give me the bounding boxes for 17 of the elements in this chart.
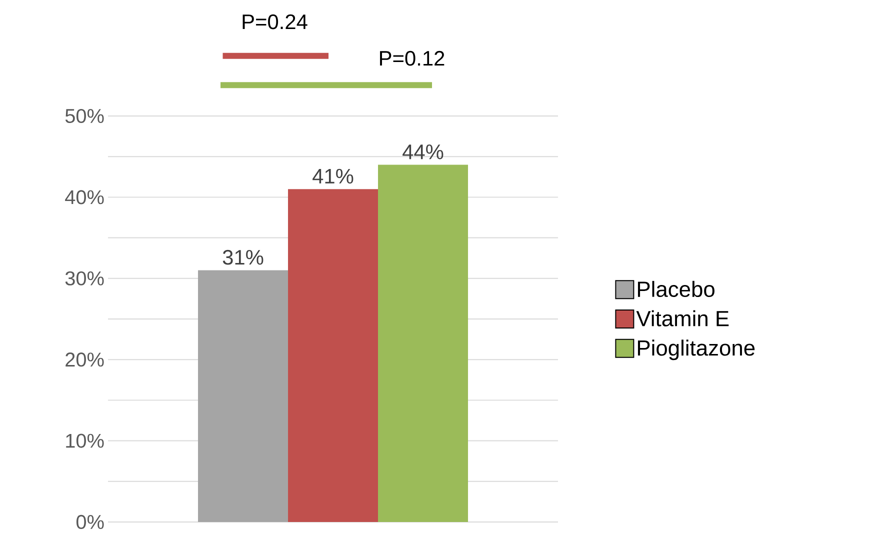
- text: P=0.12: [380, 50, 444, 66]
- data-label: 44%: [402, 144, 444, 160]
- bar: [378, 164, 468, 522]
- bar: [288, 189, 378, 522]
- y-tick-label: 40%: [65, 190, 104, 204]
- legend-label: Placebo: [638, 280, 714, 298]
- bar: [198, 270, 288, 522]
- y-tick-label: 0%: [76, 514, 104, 530]
- y-tick-label: 10%: [66, 434, 104, 448]
- y-tick-label: 30%: [65, 271, 104, 286]
- text: P=0.24: [242, 14, 308, 30]
- data-label: 31%: [222, 250, 264, 265]
- legend-label: Pioglitazone: [638, 340, 755, 360]
- y-tick-label: 50%: [65, 108, 104, 124]
- legend-label: Vitamin E: [636, 310, 729, 326]
- data-label: 41%: [312, 168, 354, 184]
- y-tick-label: 20%: [66, 352, 104, 367]
